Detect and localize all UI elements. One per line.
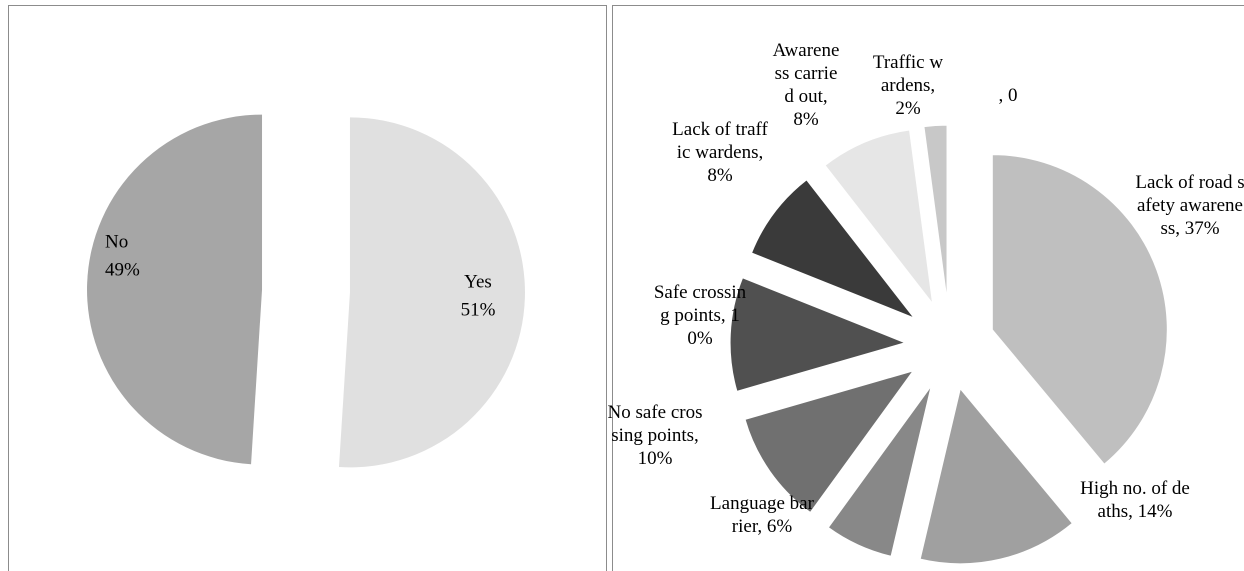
pie-slice bbox=[338, 117, 525, 468]
pie-slice bbox=[827, 385, 932, 557]
pie-slice bbox=[750, 179, 916, 320]
slice-label-box: Safe crossing points, 10% bbox=[653, 281, 747, 349]
slice-label: Traffic wardens, 2% bbox=[872, 51, 944, 119]
pie-slice bbox=[729, 277, 907, 392]
slice-value-label: 51% bbox=[461, 299, 496, 320]
left-panel bbox=[8, 5, 607, 571]
pie-slice bbox=[824, 129, 934, 306]
slice-label-box: Lack of road safety awareness, 37% bbox=[1135, 171, 1244, 239]
pie-slice bbox=[991, 154, 1168, 465]
slice-label-box: High no. of deaths, 14% bbox=[1080, 478, 1190, 522]
slice-category: No bbox=[105, 231, 128, 252]
slice-label-box: , 0 bbox=[998, 84, 1018, 106]
slice-label: Language barrier, 6% bbox=[710, 493, 814, 537]
slice-category: Yes bbox=[464, 271, 492, 292]
slice-label-box: Lack of traffic wardens, 8% bbox=[672, 118, 768, 186]
pie-slice bbox=[744, 369, 915, 514]
pie-slice bbox=[919, 387, 1074, 565]
slice-label-box: Awareness carried out, 8% bbox=[772, 40, 840, 130]
slice-label: Lack of traffic wardens, 8% bbox=[672, 118, 768, 186]
slice-label: High no. of deaths, 14% bbox=[1080, 478, 1190, 522]
slice-label-box: Traffic wardens, 2% bbox=[872, 51, 944, 119]
slice-label: , 0 bbox=[998, 84, 1018, 106]
slice-label: Safe crossing points, 10% bbox=[653, 281, 747, 349]
slice-label-box: No safe crossing points, 10% bbox=[607, 401, 703, 469]
right-panel bbox=[612, 5, 1244, 571]
pie-slice bbox=[923, 124, 948, 301]
slice-label: No safe crossing points, 10% bbox=[607, 401, 703, 469]
slice-value-label: 49% bbox=[105, 259, 140, 280]
pie-slice bbox=[87, 114, 263, 465]
slice-label-box: Language barrier, 6% bbox=[710, 493, 814, 537]
slice-label: Lack of road safety awareness, 37% bbox=[1135, 171, 1244, 239]
slice-label: Awareness carried out, 8% bbox=[772, 40, 840, 130]
